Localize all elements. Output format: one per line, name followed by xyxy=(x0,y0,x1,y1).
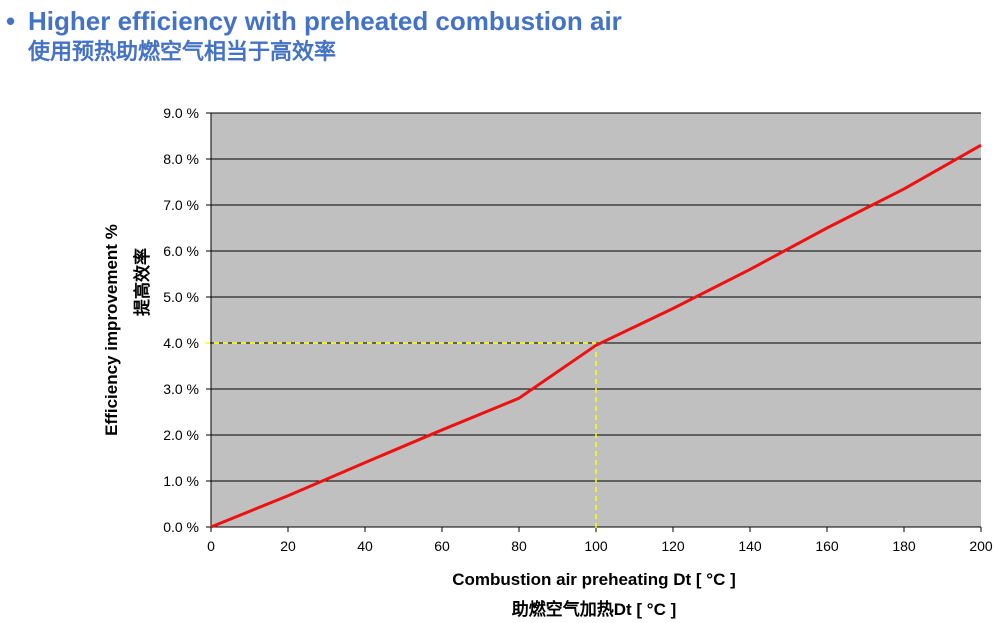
x-tick-label: 60 xyxy=(434,538,450,554)
y-tick-label: 3.0 % xyxy=(163,381,199,397)
x-tick-label: 120 xyxy=(661,538,685,554)
x-tick-label: 20 xyxy=(280,538,296,554)
y-tick-label: 6.0 % xyxy=(163,243,199,259)
y-tick-label: 2.0 % xyxy=(163,427,199,443)
x-tick-labels: 0 20 40 60 80 100 120 140 160 180 200 xyxy=(207,538,993,554)
y-tick-label: 8.0 % xyxy=(163,151,199,167)
x-tick-label: 140 xyxy=(738,538,762,554)
y-axis-title-chinese: 提高效率 xyxy=(132,248,152,316)
x-tick-label: 40 xyxy=(357,538,373,554)
y-tick-label: 0.0 % xyxy=(163,519,199,535)
series-line xyxy=(210,143,982,529)
x-tick-label: 200 xyxy=(969,538,993,554)
x-axis-title: Combustion air preheating Dt [ °C ] xyxy=(452,570,736,589)
x-tick-label: 80 xyxy=(511,538,527,554)
plot-area xyxy=(211,113,981,527)
title-english: Higher efficiency with preheated combust… xyxy=(28,6,622,36)
y-tick-label: 7.0 % xyxy=(163,197,199,213)
y-tick-label: 9.0 % xyxy=(163,105,199,121)
y-tick-labels: 0.0 % 1.0 % 2.0 % 3.0 % 4.0 % 5.0 % 6.0 % 7.0 %… xyxy=(163,105,199,535)
x-axis-title-chinese: 助燃空气加热Dt [ °C ] xyxy=(512,599,677,619)
title-line-english: • Higher efficiency with preheated combus… xyxy=(6,4,622,38)
x-tick-label: 0 xyxy=(207,538,215,554)
bullet-icon: • xyxy=(6,6,16,36)
x-tick-label: 100 xyxy=(584,538,608,554)
y-tick-label: 5.0 % xyxy=(163,289,199,305)
y-axis-title: Efficiency improvement % xyxy=(102,224,121,436)
x-tick-label: 180 xyxy=(892,538,916,554)
y-tick-label: 1.0 % xyxy=(163,473,199,489)
series-layer xyxy=(210,143,982,529)
title-block: • Higher efficiency with preheated combus… xyxy=(6,4,622,66)
guide-lines xyxy=(205,342,597,533)
y-tick-label: 4.0 % xyxy=(163,335,199,351)
title-chinese: 使用预热助燃空气相当于高效率 xyxy=(28,39,337,64)
x-tick-label: 160 xyxy=(815,538,839,554)
